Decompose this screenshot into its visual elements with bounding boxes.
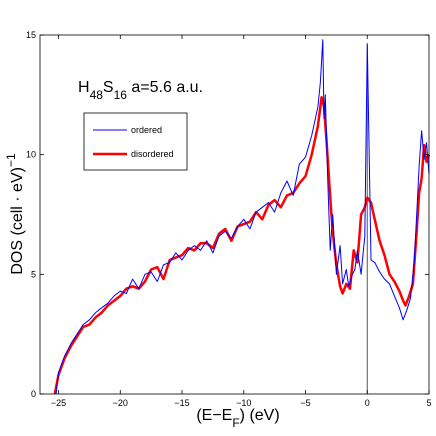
- y-tick-label: 0: [31, 389, 36, 399]
- x-tick-label: 0: [365, 398, 370, 408]
- plot-frame: [39, 34, 430, 395]
- x-tick-label: 5: [426, 398, 431, 408]
- legend-label-disordered: disordered: [131, 149, 174, 159]
- y-tick-label: 15: [26, 30, 36, 40]
- label-part-0: (E−E: [196, 407, 232, 424]
- label-part-1: 48: [90, 88, 104, 102]
- legend: ordered disordered: [83, 112, 188, 171]
- label-part-2: ) (eV): [240, 407, 280, 424]
- label-part-0: H: [78, 79, 90, 96]
- x-tick-label: −15: [174, 398, 189, 408]
- y-tick-label: 5: [31, 269, 36, 279]
- x-tick-label: −5: [300, 398, 310, 408]
- axes: −25 −20 −15 −10 −5 0 5 0 5 10 15: [26, 30, 432, 408]
- series-line-disordered: [53, 95, 431, 395]
- y-axis-title: DOS (cell · eV)−1: [4, 153, 26, 275]
- x-axis-title: (E−EF) (eV): [196, 407, 279, 430]
- label-part-3: 16: [114, 88, 128, 102]
- x-tick-label: −20: [113, 398, 128, 408]
- x-tick-label: −25: [51, 398, 66, 408]
- x-tick-label: −10: [236, 398, 251, 408]
- chart-annotation: H48S16 a=5.6 a.u.: [78, 79, 203, 102]
- plot-area: [53, 39, 431, 395]
- label-part-1: F: [232, 416, 239, 430]
- label-part-0: DOS (cell · eV): [9, 167, 26, 275]
- y-tick-label: 10: [26, 150, 36, 160]
- legend-label-ordered: ordered: [131, 125, 162, 135]
- legend-box: [83, 112, 188, 171]
- label-part-2: S: [103, 79, 114, 96]
- label-part-4: a=5.6 a.u.: [127, 79, 203, 96]
- series-line-ordered: [55, 39, 430, 395]
- label-part-1: −1: [4, 153, 18, 167]
